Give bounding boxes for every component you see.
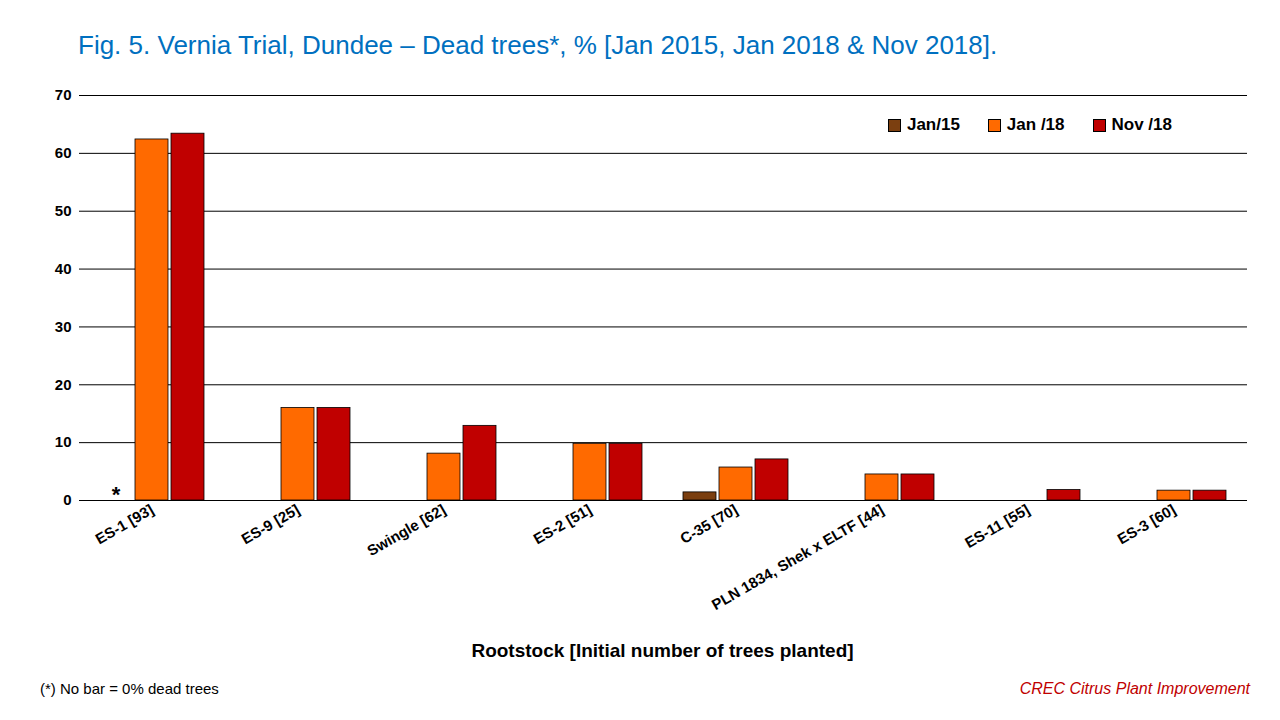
html-text:Jan /18: Jan /18 (1006, 115, 1065, 134)
html-text:Nov /18: Nov /18 (1111, 115, 1172, 134)
svg-text:40: 40 (55, 260, 72, 277)
svg-text:30: 30 (55, 318, 72, 335)
html-text:Jan/15: Jan/15 (906, 115, 960, 134)
svg-text:ES-3 [60]: ES-3 [60] (1114, 501, 1178, 548)
svg-text:60: 60 (55, 144, 72, 161)
svg-text:ES-11 [55]: ES-11 [55] (962, 501, 1033, 552)
svg-text:C-35 [70]: C-35 [70] (677, 501, 740, 547)
svg-text:ES-2 [51]: ES-2 [51] (530, 501, 594, 548)
svg-text:50: 50 (55, 202, 72, 219)
svg-text:70: 70 (55, 86, 72, 103)
html-text:CREC Citrus Plant Improvement: CREC Citrus Plant Improvement (1019, 680, 1250, 697)
svg-text:PLN 1834, Shek x ELTF [44]: PLN 1834, Shek x ELTF [44] (708, 501, 886, 614)
svg-text:ES-9 [25]: ES-9 [25] (238, 501, 302, 548)
svg-text:10: 10 (55, 433, 72, 450)
svg-text:20: 20 (55, 376, 72, 393)
svg-text:ES-1 [93]: ES-1 [93] (92, 501, 156, 548)
svg-text:*: * (112, 482, 121, 507)
svg-text:Swingle [62]: Swingle [62] (364, 501, 448, 559)
html-text:(*) No bar = 0% dead trees: (*) No bar = 0% dead trees (40, 680, 219, 697)
html-text:Fig. 5. Vernia Trial, Dundee –: Fig. 5. Vernia Trial, Dundee – Dead tree… (78, 30, 998, 60)
html-text:Rootstock [Initial number of t: Rootstock [Initial number of trees plant… (471, 640, 854, 661)
svg-text:0: 0 (63, 491, 71, 508)
